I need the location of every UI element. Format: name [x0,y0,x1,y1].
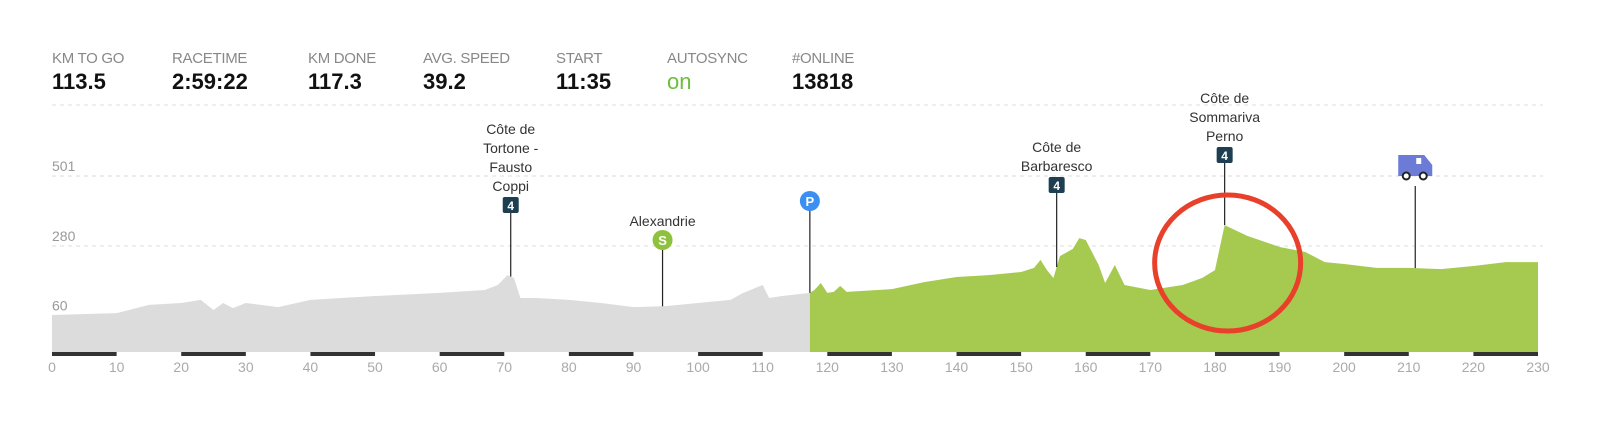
climb-category-badge [502,197,519,213]
x-tick-label: 200 [1332,359,1356,375]
marker-name: Barbaresco [1021,158,1093,174]
climb-category-badge [1048,177,1065,193]
x-tick-label: 50 [367,359,383,375]
axis-segment [1214,352,1280,356]
marker-name: Côte de [1200,90,1249,106]
x-tick-label: 20 [173,359,189,375]
marker-name: Coppi [492,178,529,194]
marker-name: Alexandrie [629,213,695,229]
truck-icon [1398,155,1433,176]
marker-name: Perno [1206,128,1244,144]
axis-segment [439,352,505,356]
x-tick-label: 40 [303,359,319,375]
stat-avg-speed: AVG. SPEED 39.2 [423,50,510,95]
autosync-toggle[interactable]: on [667,69,692,94]
x-tick-label: 130 [880,359,904,375]
marker-name: Fausto [489,159,532,175]
highlight-circle [1152,192,1304,334]
x-tick-label: 160 [1074,359,1098,375]
climb-category: 4 [1221,149,1228,163]
x-tick-label: 190 [1268,359,1292,375]
stat-value: 117.3 [308,69,362,94]
stat-label: KM TO GO [52,50,125,67]
stat-label: #ONLINE [792,50,855,67]
stat-autosync[interactable]: AUTOSYNC on [667,50,748,95]
x-tick-label: 30 [238,359,254,375]
x-tick-label: 120 [816,359,840,375]
climb-category-badge [1216,147,1233,163]
axis-segment [827,352,892,356]
stat-label: AVG. SPEED [423,50,510,67]
axis-segment [52,352,117,356]
stat-km-to-go: KM TO GO 113.5 [52,50,124,95]
stat-value: 2:59:22 [172,69,248,94]
truck-wheel [1401,171,1411,181]
marker-climb: 4 Côte de Tortone - Fausto Coppi [483,121,539,277]
marker-climb: 4 Côte de Sommariva Perno [1189,90,1260,226]
profile-area-remaining-course [52,275,810,352]
axis-segment [1085,352,1151,356]
x-tick-label: 140 [945,359,969,375]
pause-symbol: P [806,194,815,209]
stat-value: 39.2 [423,69,466,94]
x-tick-label: 100 [686,359,710,375]
marker-pause: P [799,191,820,293]
axis-segment [310,352,376,356]
x-tick-label: 180 [1203,359,1227,375]
axis-segment [181,352,246,356]
axis-segment [956,352,1022,356]
marker-name: Côte de [486,121,535,137]
stat-value: 11:35 [556,69,612,94]
x-tick-label: 10 [109,359,125,375]
axis-segment [568,352,634,356]
x-tick-label: 70 [496,359,512,375]
stat-value: 113.5 [52,69,106,94]
axis-segment [1344,352,1409,356]
y-tick-label: 501 [52,158,76,174]
marker-name: Sommariva [1189,109,1260,125]
climb-category: 4 [1053,179,1060,193]
y-tick-label: 60 [52,298,68,314]
y-tick-label: 280 [52,228,76,244]
sprint-icon [652,230,673,250]
stat-label: START [556,50,603,67]
profile-area-completed [809,225,1538,352]
x-tick-label: 60 [432,359,448,375]
marker-name: Côte de [1032,139,1081,155]
marker-sprint: S Alexandrie [629,213,696,307]
climb-category: 4 [507,199,514,213]
axis-segment [1473,352,1538,356]
marker-name: Tortone - [483,140,539,156]
marker-climb: 4 Côte de Barbaresco [1021,139,1093,268]
stat-value: 13818 [792,69,854,94]
stat-label: RACETIME [172,50,248,67]
stat-km-done: KM DONE 117.3 [308,50,376,95]
x-tick-label: 80 [561,359,577,375]
truck-window [1416,158,1422,164]
x-tick-label: 220 [1462,359,1486,375]
marker-truck [1398,155,1433,269]
pause-icon [799,191,820,211]
stat-label: KM DONE [308,50,376,67]
stat-racetime: RACETIME 2:59:22 [172,50,248,95]
stat-label: AUTOSYNC [667,50,748,67]
x-tick-label: 150 [1009,359,1033,375]
stat-online: #ONLINE 13818 [792,50,854,95]
x-tick-label: 210 [1397,359,1421,375]
axis-segment [698,352,763,356]
truck-wheel [1418,171,1428,181]
x-tick-label: 230 [1526,359,1550,375]
x-tick-label: 170 [1139,359,1163,375]
stat-start: START 11:35 [556,50,611,95]
x-tick-label: 110 [752,359,775,375]
sprint-symbol: S [658,233,667,248]
x-tick-label: 0 [48,359,56,375]
x-tick-label: 90 [626,359,642,375]
